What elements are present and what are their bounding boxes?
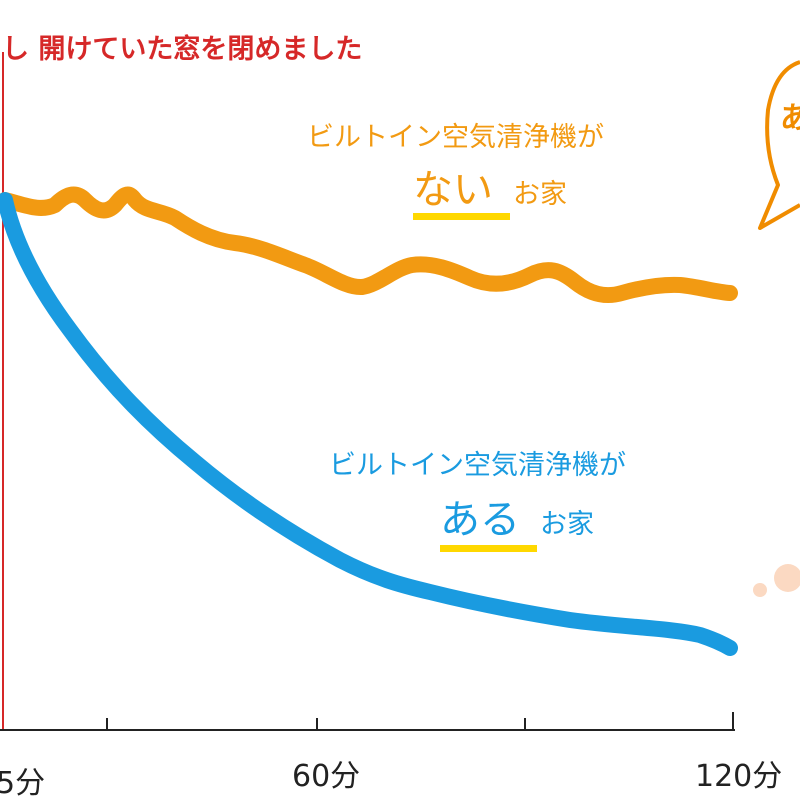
series-line-with-purifier bbox=[0, 192, 738, 656]
legend-without-purifier: ビルトイン空気清浄機が ない お家 bbox=[307, 122, 604, 220]
legend-with-purifier: ビルトイン空気清浄機が ある お家 bbox=[329, 450, 626, 552]
legend-without-purifier-emphasis: ない bbox=[413, 167, 493, 213]
series-with-purifier bbox=[0, 192, 738, 656]
x-tick-label-5: 5分 bbox=[0, 766, 45, 800]
legend-with-purifier-underline bbox=[440, 545, 537, 552]
legend-without-purifier-suffix: お家 bbox=[513, 179, 567, 210]
speech-bubble-text: あ bbox=[780, 101, 800, 136]
legend-with-purifier-suffix: お家 bbox=[540, 509, 594, 540]
x-tick-label-120: 120分 bbox=[695, 759, 782, 794]
legend-without-purifier-underline bbox=[413, 213, 510, 220]
speech-bubble bbox=[758, 60, 800, 230]
x-tick-label-60: 60分 bbox=[292, 759, 360, 794]
x-axis: 5分 60分 120分 bbox=[0, 712, 782, 800]
legend-with-purifier-emphasis: ある bbox=[440, 497, 520, 543]
legend-with-purifier-line1: ビルトイン空気清浄機が bbox=[329, 450, 626, 481]
series-without-purifier bbox=[0, 186, 738, 304]
decorative-dot bbox=[774, 564, 800, 592]
series-line-without-purifier bbox=[0, 186, 738, 304]
window-closed-annotation: し 開けていた窓を閉めました bbox=[2, 33, 362, 65]
decorative-dot bbox=[753, 583, 767, 597]
legend-without-purifier-line1: ビルトイン空気清浄機が bbox=[307, 122, 604, 153]
